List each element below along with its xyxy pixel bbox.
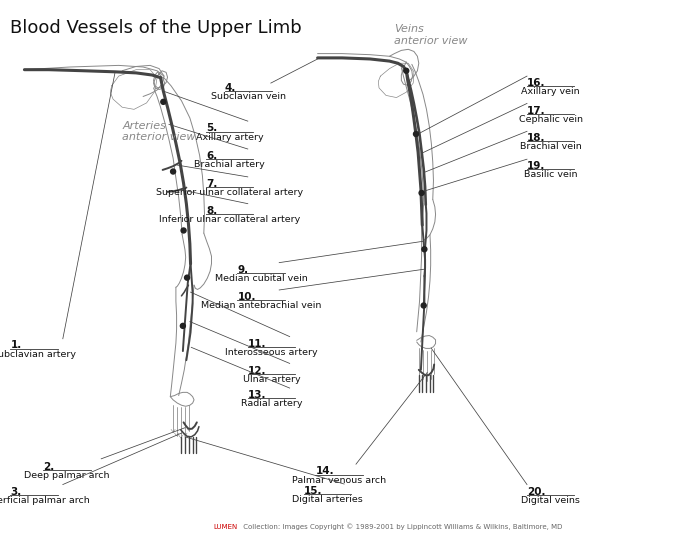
Circle shape (419, 190, 424, 196)
Text: 3.: 3. (10, 487, 22, 497)
Text: 12.: 12. (248, 366, 267, 376)
Text: 13.: 13. (248, 390, 267, 400)
Circle shape (180, 323, 186, 329)
Text: Veins
anterior view: Veins anterior view (394, 24, 468, 46)
Text: Inferior ulnar collateral artery: Inferior ulnar collateral artery (159, 215, 300, 224)
Circle shape (184, 275, 190, 280)
Circle shape (181, 228, 186, 233)
Text: 16.: 16. (527, 78, 546, 88)
Text: Collection: Images Copyright © 1989-2001 by Lippincott Williams & Wilkins, Balti: Collection: Images Copyright © 1989-2001… (241, 523, 563, 530)
Text: 4.: 4. (225, 83, 236, 93)
Text: Cephalic vein: Cephalic vein (519, 115, 583, 124)
Text: 19.: 19. (527, 161, 545, 171)
Text: 6.: 6. (206, 151, 217, 161)
Text: 5.: 5. (206, 123, 217, 133)
Text: Radial artery: Radial artery (241, 399, 302, 408)
Text: 2.: 2. (43, 462, 54, 472)
Text: 11.: 11. (248, 339, 267, 349)
Text: 17.: 17. (527, 106, 546, 116)
Text: LUMEN: LUMEN (213, 524, 237, 530)
Text: 20.: 20. (527, 487, 546, 497)
Text: Median cubital vein: Median cubital vein (215, 274, 307, 283)
Text: Subclavian vein: Subclavian vein (211, 92, 286, 101)
Text: 9.: 9. (237, 265, 248, 275)
Text: Brachial vein: Brachial vein (520, 142, 581, 151)
Text: Digital veins: Digital veins (521, 496, 580, 505)
Circle shape (170, 169, 176, 174)
Text: Blood Vessels of the Upper Limb: Blood Vessels of the Upper Limb (10, 19, 302, 37)
Text: Digital arteries: Digital arteries (292, 495, 363, 504)
Text: Superficial palmar arch: Superficial palmar arch (0, 496, 89, 505)
Circle shape (422, 247, 427, 252)
Text: Basilic vein: Basilic vein (524, 170, 577, 179)
Text: 8.: 8. (206, 206, 217, 216)
Text: 1.: 1. (10, 340, 22, 351)
Circle shape (403, 68, 409, 73)
Text: Superior ulnar collateral artery: Superior ulnar collateral artery (156, 188, 303, 197)
Text: Axillary artery: Axillary artery (196, 132, 263, 142)
Text: Ulnar artery: Ulnar artery (243, 375, 300, 384)
Text: 10.: 10. (237, 292, 256, 302)
Text: Median antebrachial vein: Median antebrachial vein (201, 301, 321, 310)
Text: 15.: 15. (304, 486, 322, 496)
Text: Interosseous artery: Interosseous artery (225, 348, 318, 357)
Circle shape (413, 131, 419, 137)
Text: Arteries
anterior view: Arteries anterior view (122, 121, 195, 142)
Circle shape (421, 303, 426, 308)
Text: Palmar venous arch: Palmar venous arch (292, 475, 386, 485)
Text: 14.: 14. (315, 466, 334, 477)
Text: Deep palmar arch: Deep palmar arch (24, 471, 110, 480)
Text: 18.: 18. (527, 133, 546, 143)
Text: Brachial artery: Brachial artery (194, 160, 265, 169)
Text: Axillary vein: Axillary vein (521, 87, 580, 96)
Text: Subclavian artery: Subclavian artery (0, 349, 76, 359)
Text: 7.: 7. (206, 179, 217, 189)
Circle shape (161, 99, 166, 105)
